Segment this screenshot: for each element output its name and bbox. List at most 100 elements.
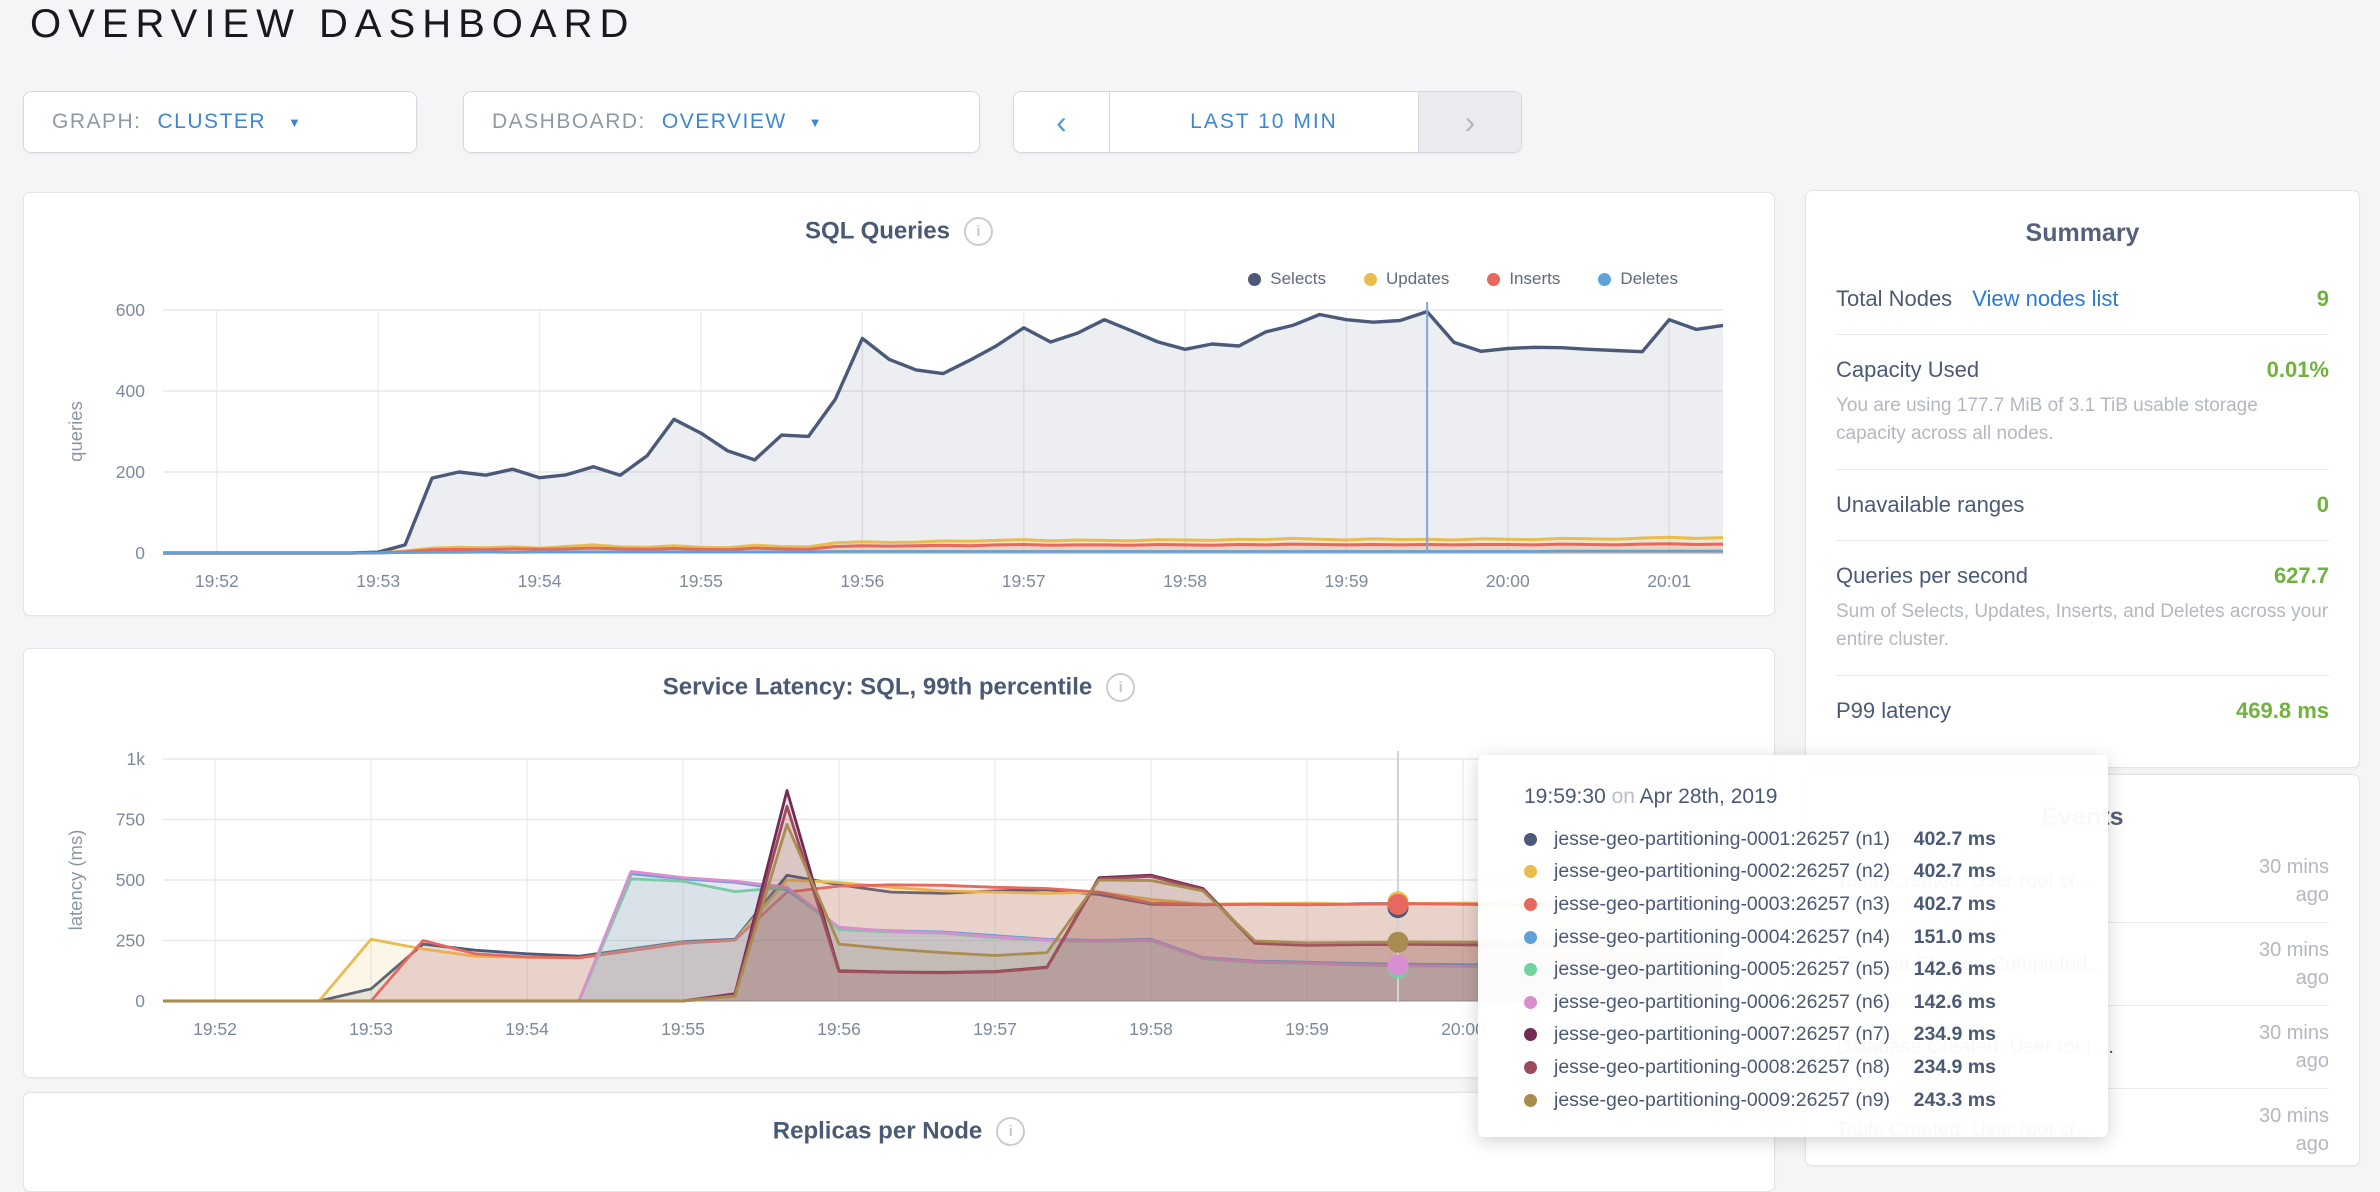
svg-text:19:58: 19:58: [1163, 571, 1207, 591]
svg-text:20:00: 20:00: [1441, 1019, 1485, 1039]
summary-qps-section: Queries per second 627.7 Sum of Selects,…: [1836, 541, 2329, 677]
summary-unavailable-section: Unavailable ranges 0: [1836, 470, 2329, 542]
dashboard-selector[interactable]: DASHBOARD: OVERVIEW ▼: [463, 91, 980, 153]
info-icon[interactable]: i: [963, 217, 993, 247]
graph-selector-label: GRAPH:: [52, 110, 142, 133]
total-nodes-value: 9: [2316, 286, 2329, 311]
series-dot-icon: [1524, 963, 1537, 977]
svg-text:19:58: 19:58: [1129, 1019, 1173, 1039]
legend-item-selects[interactable]: Selects: [1248, 269, 1326, 289]
tooltip-header: 19:59:30 on Apr 28th, 2019: [1524, 785, 2108, 809]
series-dot-icon: [1524, 897, 1537, 911]
svg-text:600: 600: [116, 300, 145, 320]
graph-selector[interactable]: GRAPH: CLUSTER ▼: [23, 91, 417, 153]
legend-item-updates[interactable]: Updates: [1364, 269, 1449, 289]
service-latency-chart[interactable]: 1k 750 500 250 0 19:52 19:53 19:54 19:55 19:56 19:…: [24, 649, 1774, 1077]
summary-p99-section: P99 latency 469.8 ms: [1836, 676, 2329, 746]
event-time: 30 mins ago: [2258, 1105, 2329, 1155]
chevron-down-icon: ▼: [288, 114, 301, 130]
total-nodes-label: Total Nodes: [1836, 286, 1953, 311]
legend-label: Updates: [1386, 269, 1450, 288]
svg-text:19:53: 19:53: [349, 1019, 393, 1039]
legend-item-inserts[interactable]: Inserts: [1487, 269, 1560, 289]
tooltip-node-value: 142.6 ms: [1913, 958, 1996, 981]
sql-queries-chart[interactable]: 600 400 200 0 19:52 19:53 19:54 19:55 19:56 19:57…: [24, 193, 1774, 615]
tooltip-node-name: jesse-geo-partitioning-0008:26257 (n8): [1554, 1055, 1891, 1078]
legend-dot-icon: [1248, 272, 1262, 286]
sql-queries-title-text: SQL Queries: [805, 217, 950, 245]
qps-description: Sum of Selects, Updates, Inserts, and De…: [1836, 601, 2329, 650]
tooltip-node-name: jesse-geo-partitioning-0006:26257 (n6): [1554, 990, 1891, 1013]
capacity-used-value: 0.01%: [2266, 357, 2329, 382]
svg-text:20:01: 20:01: [1647, 571, 1691, 591]
qps-label: Queries per second: [1836, 563, 2028, 589]
tooltip-node-value: 402.7 ms: [1913, 892, 1996, 915]
p99-latency-label: P99 latency: [1836, 698, 1951, 724]
legend-dot-icon: [1487, 272, 1501, 286]
svg-text:19:59: 19:59: [1325, 571, 1369, 591]
svg-text:250: 250: [116, 931, 145, 951]
tooltip-row: jesse-geo-partitioning-0002:26257 (n2) 40…: [1524, 856, 2108, 889]
series-dot-icon: [1524, 1060, 1537, 1074]
capacity-used-label: Capacity Used: [1836, 357, 1980, 382]
legend-label: Deletes: [1620, 269, 1678, 288]
svg-text:19:54: 19:54: [505, 1019, 549, 1039]
replicas-per-node-title-text: Replicas per Node: [772, 1117, 983, 1145]
tooltip-node-name: jesse-geo-partitioning-0003:26257 (n3): [1554, 892, 1891, 915]
overview-dashboard-page: OVERVIEW DASHBOARD GRAPH: CLUSTER ▼ DASH…: [23, 2, 2360, 1192]
tooltip-row: jesse-geo-partitioning-0004:26257 (n4) 15…: [1524, 921, 2108, 954]
svg-text:19:53: 19:53: [356, 571, 400, 591]
tooltip-node-value: 142.6 ms: [1913, 990, 1996, 1013]
tooltip-node-value: 234.9 ms: [1913, 1055, 1996, 1078]
svg-text:19:55: 19:55: [679, 571, 723, 591]
service-latency-title-text: Service Latency: SQL, 99th percentile: [662, 673, 1093, 701]
info-icon[interactable]: i: [1106, 673, 1136, 703]
event-time: 30 mins ago: [2258, 1022, 2329, 1072]
svg-text:19:55: 19:55: [661, 1019, 705, 1039]
tooltip-node-name: jesse-geo-partitioning-0001:26257 (n1): [1554, 827, 1891, 850]
time-next-button[interactable]: ›: [1418, 92, 1521, 152]
tooltip-row: jesse-geo-partitioning-0001:26257 (n1) 40…: [1524, 823, 2108, 856]
svg-text:19:54: 19:54: [518, 571, 562, 591]
tooltip-node-value: 402.7 ms: [1913, 827, 1996, 850]
info-icon[interactable]: i: [996, 1117, 1026, 1147]
tooltip-node-name: jesse-geo-partitioning-0004:26257 (n4): [1554, 925, 1891, 948]
sql-queries-legend: Selects Updates Inserts Deletes: [1248, 269, 1678, 289]
unavailable-ranges-label: Unavailable ranges: [1836, 492, 2025, 518]
svg-text:500: 500: [116, 870, 145, 890]
tooltip-row: jesse-geo-partitioning-0009:26257 (n9) 24…: [1524, 1084, 2108, 1117]
legend-item-deletes[interactable]: Deletes: [1598, 269, 1678, 289]
tooltip-row: jesse-geo-partitioning-0008:26257 (n8) 23…: [1524, 1051, 2108, 1084]
series-dot-icon: [1524, 1093, 1537, 1107]
series-dot-icon: [1524, 832, 1537, 846]
replicas-per-node-title: Replicas per Node i: [24, 1117, 1774, 1147]
svg-text:19:57: 19:57: [1002, 571, 1046, 591]
tooltip-row: jesse-geo-partitioning-0003:26257 (n3) 40…: [1524, 888, 2108, 921]
svg-text:20:00: 20:00: [1486, 571, 1530, 591]
graph-selector-value: CLUSTER: [157, 110, 267, 133]
tooltip-date: Apr 28th, 2019: [1639, 785, 1778, 808]
chart-hover-tooltip: 19:59:30 on Apr 28th, 2019 jesse-geo-par…: [1478, 755, 2108, 1137]
time-prev-button[interactable]: ‹: [1014, 92, 1110, 152]
event-time: 30 mins ago: [2258, 939, 2329, 989]
tooltip-node-name: jesse-geo-partitioning-0007:26257 (n7): [1554, 1023, 1891, 1046]
dashboard-selector-label: DASHBOARD:: [492, 110, 646, 133]
view-nodes-list-link[interactable]: View nodes list: [1972, 286, 2119, 311]
tooltip-node-value: 234.9 ms: [1913, 1023, 1996, 1046]
unavailable-ranges-value: 0: [2316, 492, 2329, 518]
service-latency-panel: Service Latency: SQL, 99th percentile i 1…: [23, 648, 1775, 1078]
svg-text:queries: queries: [65, 401, 86, 462]
tooltip-rows: jesse-geo-partitioning-0001:26257 (n1) 40…: [1524, 823, 2108, 1116]
legend-label: Selects: [1270, 269, 1326, 288]
time-range-selector: ‹ LAST 10 MIN ›: [1013, 91, 1522, 153]
svg-text:19:59: 19:59: [1285, 1019, 1329, 1039]
tooltip-time: 19:59:30: [1524, 785, 1606, 808]
chevron-down-icon: ▼: [808, 114, 822, 130]
time-range-value[interactable]: LAST 10 MIN: [1190, 110, 1338, 133]
page-title: OVERVIEW DASHBOARD: [30, 2, 636, 46]
svg-text:19:52: 19:52: [193, 1019, 237, 1039]
svg-text:19:57: 19:57: [973, 1019, 1017, 1039]
tooltip-node-name: jesse-geo-partitioning-0002:26257 (n2): [1554, 860, 1891, 883]
tooltip-row: jesse-geo-partitioning-0005:26257 (n5) 14…: [1524, 953, 2108, 986]
summary-capacity-section: Capacity Used 0.01% You are using 177.7 …: [1836, 335, 2329, 471]
